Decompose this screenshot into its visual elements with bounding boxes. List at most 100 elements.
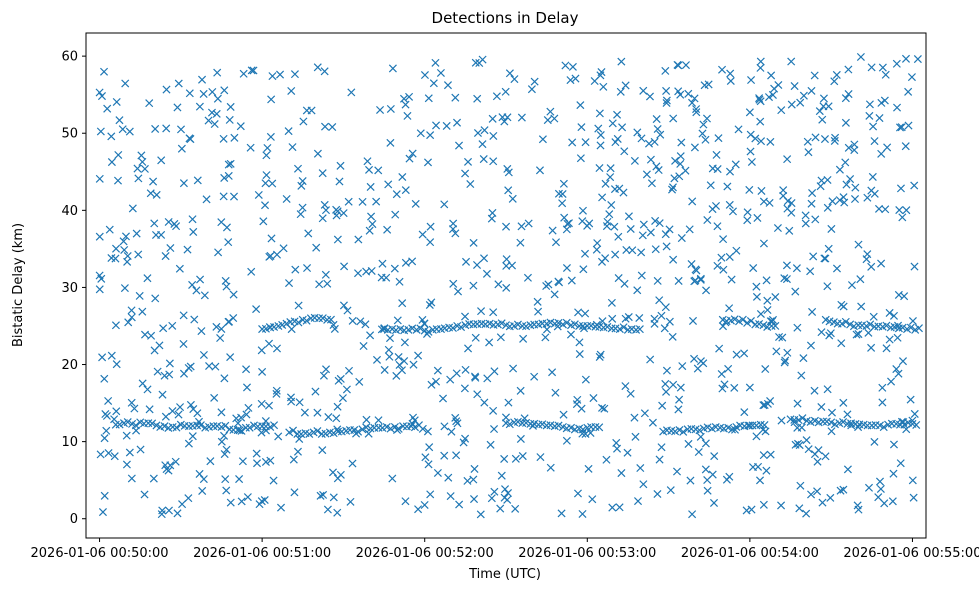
- data-point: [880, 499, 889, 508]
- data-point: [743, 208, 752, 217]
- data-point: [821, 254, 830, 263]
- data-point: [444, 473, 453, 482]
- data-point: [298, 177, 307, 186]
- data-point: [621, 382, 630, 391]
- data-point: [115, 116, 124, 125]
- data-point: [633, 286, 642, 295]
- data-point: [551, 388, 560, 397]
- data-point: [554, 189, 563, 198]
- data-point: [123, 251, 132, 261]
- data-point: [328, 122, 337, 132]
- data-point: [878, 63, 887, 72]
- data-point: [756, 63, 765, 72]
- data-point: [595, 352, 604, 361]
- data-point: [662, 387, 671, 396]
- data-point: [198, 486, 207, 495]
- data-point: [645, 92, 655, 101]
- data-point: [837, 339, 846, 348]
- data-point: [653, 124, 662, 134]
- data-point: [259, 217, 268, 226]
- data-point: [566, 76, 575, 85]
- x-tick-label: 2026-01-06 00:55:00: [843, 546, 979, 561]
- data-point: [720, 380, 729, 389]
- data-point: [260, 495, 269, 505]
- data-point: [558, 189, 567, 199]
- data-point: [497, 319, 506, 328]
- data-point: [807, 199, 816, 208]
- y-tick-label: 20: [61, 358, 78, 373]
- data-point: [808, 189, 817, 198]
- data-point: [841, 94, 850, 103]
- data-point: [850, 195, 860, 204]
- data-point: [846, 175, 855, 184]
- data-point: [305, 429, 314, 438]
- data-point: [777, 501, 786, 510]
- data-point: [646, 155, 655, 164]
- data-point: [222, 223, 231, 232]
- data-point: [893, 333, 902, 342]
- data-point: [773, 224, 782, 233]
- data-point: [615, 503, 624, 512]
- data-point: [425, 300, 434, 310]
- data-point: [448, 225, 458, 234]
- data-point: [802, 509, 811, 518]
- data-point: [562, 318, 571, 327]
- data-point: [476, 510, 485, 519]
- data-point: [500, 493, 509, 502]
- data-point: [398, 172, 407, 182]
- data-point: [196, 275, 205, 284]
- data-point: [287, 86, 296, 95]
- data-point: [719, 265, 728, 274]
- data-point: [718, 384, 727, 393]
- data-point: [451, 93, 460, 102]
- data-point: [287, 397, 296, 406]
- data-point: [501, 413, 510, 422]
- data-point: [179, 369, 189, 378]
- data-point: [722, 475, 731, 484]
- data-point: [161, 412, 170, 421]
- data-point: [213, 94, 222, 103]
- data-point: [312, 243, 321, 252]
- data-point: [185, 134, 194, 143]
- data-point: [159, 324, 168, 333]
- data-point: [642, 170, 651, 179]
- data-point: [503, 488, 513, 498]
- data-point: [900, 420, 909, 429]
- data-point: [513, 320, 522, 329]
- data-point: [734, 125, 743, 134]
- data-point: [639, 86, 648, 95]
- data-point: [455, 500, 464, 509]
- data-point: [346, 497, 355, 506]
- data-point: [134, 250, 143, 259]
- data-point: [793, 399, 802, 408]
- data-point: [504, 398, 513, 407]
- data-point: [661, 303, 670, 312]
- data-point: [674, 61, 683, 70]
- data-point: [550, 290, 559, 299]
- data-point: [388, 64, 397, 73]
- y-tick-label: 40: [61, 204, 78, 219]
- x-axis-label: Time (UTC): [468, 567, 541, 582]
- data-point: [810, 71, 819, 80]
- data-point: [452, 417, 461, 426]
- data-point: [317, 429, 326, 438]
- data-point: [454, 141, 464, 150]
- data-point: [865, 111, 874, 120]
- data-point: [702, 114, 712, 123]
- data-point: [651, 245, 660, 254]
- data-point: [175, 264, 184, 273]
- data-point: [358, 197, 367, 206]
- data-point: [892, 59, 901, 68]
- x-axis: 2026-01-06 00:50:00 2026-01-06 00:51:00 20…: [31, 538, 979, 561]
- data-point: [473, 94, 482, 103]
- data-point: [132, 229, 141, 238]
- data-point: [867, 186, 876, 195]
- data-point: [536, 453, 545, 462]
- data-point: [888, 497, 897, 506]
- data-point: [894, 369, 903, 378]
- data-point: [401, 100, 410, 109]
- data-point: [131, 421, 140, 430]
- data-point: [149, 177, 158, 186]
- data-point: [329, 320, 338, 329]
- data-point: [206, 457, 215, 466]
